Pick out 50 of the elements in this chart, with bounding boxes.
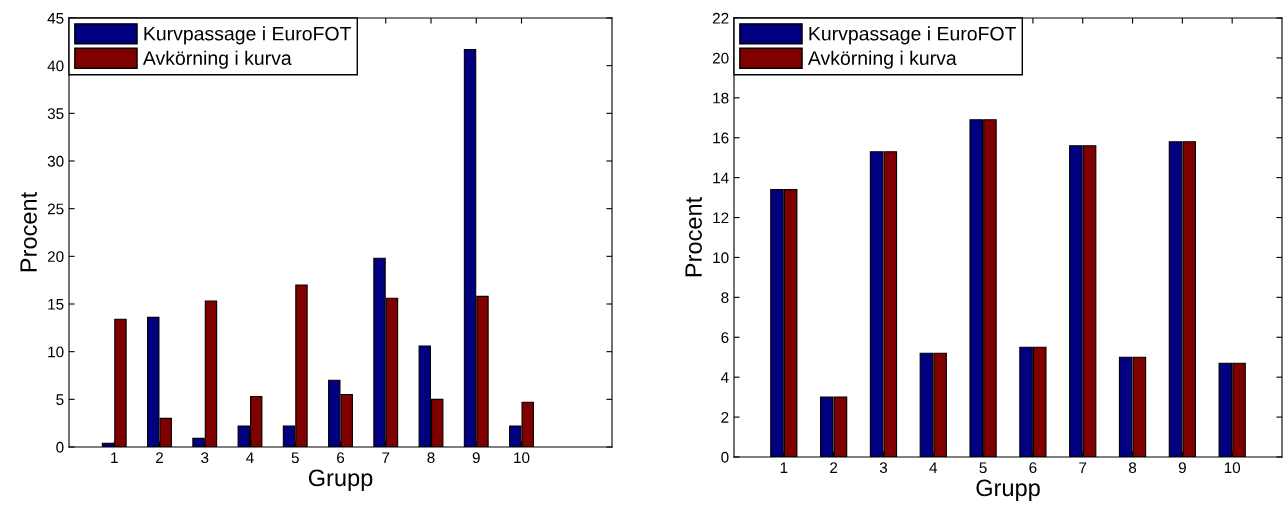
y-axis-title: Procent	[20, 191, 37, 272]
y-tick-label: 16	[713, 132, 729, 144]
x-tick-label: 3	[201, 452, 209, 464]
y-tick-label: 4	[720, 372, 729, 383]
y-tick-label: 15	[48, 299, 64, 310]
x-tick-label: 9	[472, 452, 480, 464]
x-tick-label: 6	[337, 452, 345, 464]
y-tick-label: 30	[47, 155, 64, 167]
y-tick-label: 35	[47, 108, 64, 120]
y-tick-label: 14	[713, 172, 729, 184]
x-tick-label: 8	[427, 452, 435, 464]
y-tick-label: 18	[713, 92, 729, 104]
x-tick-label: 1	[780, 462, 788, 473]
y-tick-label: 0	[721, 451, 729, 463]
x-tick-label: 7	[382, 452, 390, 463]
y-tick-label: 20	[47, 251, 64, 263]
y-tick-label: 10	[48, 346, 64, 358]
y-tick-label: 6	[721, 332, 729, 343]
y-tick-label: 10	[713, 252, 729, 264]
x-tick-label: 10	[1224, 462, 1241, 474]
x-tick-label: 2	[156, 452, 163, 463]
y-tick-label: 8	[721, 292, 729, 304]
y-tick-label: 45	[47, 13, 64, 24]
x-tick-label: 6	[1029, 462, 1037, 474]
legend-label: Avkörning i kurva	[142, 50, 292, 69]
x-tick-label: 9	[1178, 462, 1186, 474]
y-axis-title: Procent	[685, 196, 702, 277]
x-tick-label: 5	[979, 462, 987, 474]
y-tick-label: 20	[712, 52, 729, 64]
legend-label: Kurvpassage i EuroFOT	[809, 26, 1017, 45]
x-tick-label: 2	[830, 462, 838, 473]
y-tick-label: 22	[712, 12, 729, 24]
x-tick-label: 1	[111, 452, 118, 463]
x-tick-label: 5	[291, 452, 299, 464]
y-tick-label: 25	[47, 203, 64, 215]
x-tick-label: 8	[1128, 462, 1137, 474]
x-tick-label: 4	[246, 452, 254, 463]
y-tick-label: 2	[721, 411, 729, 423]
x-tick-label: 7	[1079, 462, 1087, 473]
y-tick-label: 0	[56, 441, 64, 453]
y-tick-label: 5	[56, 394, 64, 406]
x-tick-label: 10	[514, 452, 530, 464]
legend-label: Kurvpassage i EuroFOT	[144, 26, 352, 45]
x-axis-title: Grupp	[308, 469, 373, 491]
y-tick-label: 12	[713, 212, 729, 224]
legend-label: Avkörning i kurva	[807, 50, 957, 69]
y-tick-label: 40	[47, 60, 64, 72]
x-tick-label: 3	[879, 462, 888, 474]
x-axis-title: Grupp	[976, 479, 1040, 501]
x-tick-label: 4	[929, 462, 938, 473]
